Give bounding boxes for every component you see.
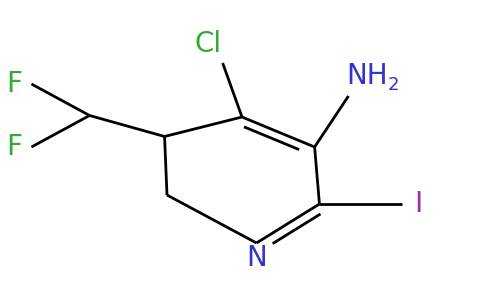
Text: F: F: [6, 70, 22, 98]
Text: NH: NH: [346, 62, 388, 91]
Text: N: N: [246, 244, 267, 272]
Text: F: F: [6, 133, 22, 161]
Text: 2: 2: [387, 76, 399, 94]
Text: I: I: [414, 190, 422, 218]
Text: Cl: Cl: [195, 29, 222, 58]
